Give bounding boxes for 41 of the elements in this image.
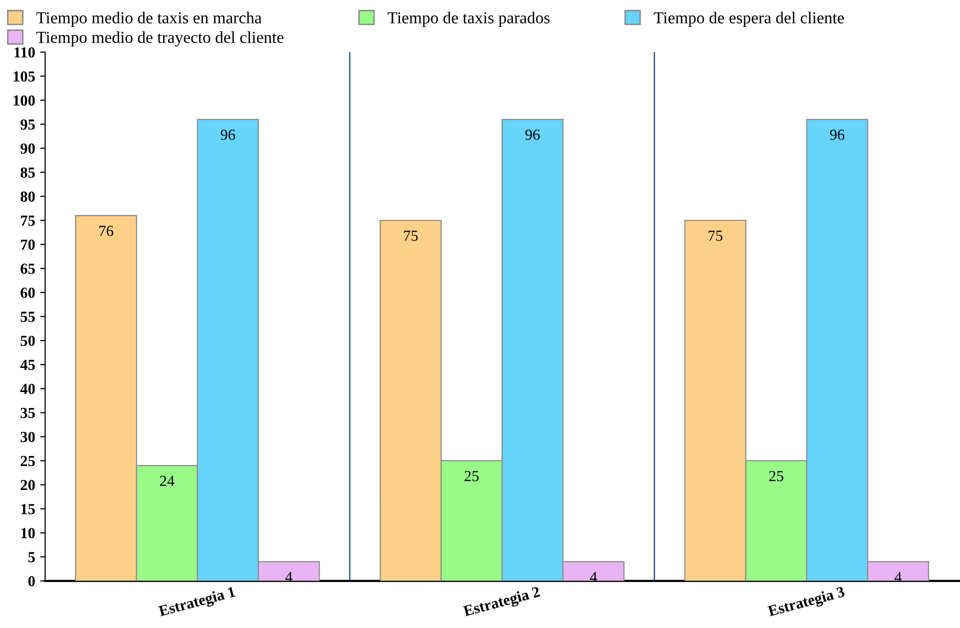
legend-label: Tiempo medio de taxis en marcha	[36, 12, 262, 27]
y-tick-label: 10	[21, 528, 35, 538]
data-label: 4	[590, 572, 598, 582]
y-tick-label: 90	[20, 143, 35, 154]
y-tick-label: 65	[20, 264, 35, 274]
y-tick-label: 80	[20, 191, 35, 202]
x-tick-label: Estrategia 2	[462, 586, 542, 620]
data-label: 75	[708, 230, 722, 241]
data-label: 96	[525, 130, 540, 140]
y-tick-label: 50	[20, 336, 35, 346]
y-tick-label: 85	[20, 167, 35, 178]
data-label: 25	[464, 470, 479, 482]
y-tick-label: 55	[20, 312, 35, 322]
y-tick-label: 30	[20, 432, 35, 442]
y-tick-label: 45	[20, 360, 35, 370]
y-tick-label: 70	[20, 240, 35, 250]
y-tick-label: 20	[20, 480, 35, 490]
y-tick-label: 5	[28, 552, 35, 562]
data-label: 75	[404, 230, 418, 241]
y-tick-label: 95	[20, 119, 35, 130]
y-tick-label: 105	[14, 71, 35, 82]
y-tick-label: 110	[14, 47, 35, 58]
legend-label: Tiempo de espera del cliente	[654, 12, 844, 27]
data-label: 76	[99, 226, 114, 236]
y-tick-label: 60	[20, 288, 35, 298]
y-tick-label: 25	[20, 456, 35, 466]
x-tick-label: Estrategia 1	[158, 586, 236, 620]
data-label: 25	[769, 470, 784, 482]
data-label: 96	[220, 130, 236, 140]
data-label: 24	[160, 476, 174, 486]
y-tick-label: 0	[28, 576, 35, 586]
y-tick-label: 100	[14, 95, 35, 106]
y-tick-label: 15	[21, 504, 35, 514]
y-tick-label: 35	[20, 408, 35, 418]
x-tick-label: Estrategia 3	[767, 586, 846, 620]
legend-label: Tiempo de taxis parados	[388, 12, 550, 27]
legend-label: Tiempo medio de trayecto del cliente	[36, 31, 284, 46]
data-label: 96	[830, 130, 844, 140]
y-tick-label: 40	[20, 384, 35, 394]
data-label: 4	[285, 572, 292, 582]
y-tick-label: 75	[20, 216, 35, 226]
